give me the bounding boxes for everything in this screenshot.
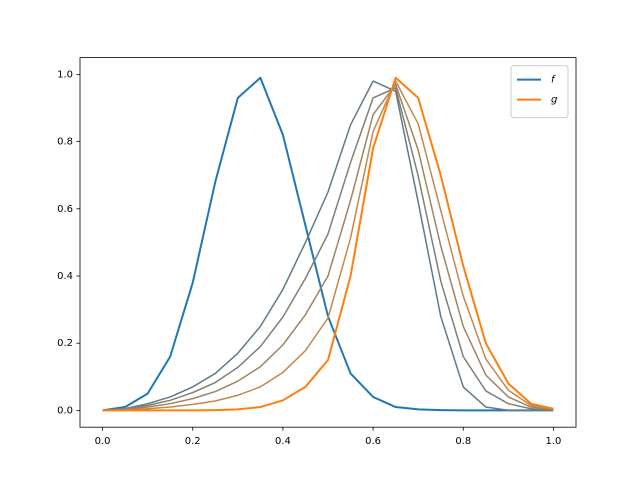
series-line (102, 76, 554, 412)
series-line (102, 83, 554, 412)
legend-label: f (551, 75, 556, 86)
y-tick-label: 0.2 (57, 338, 73, 349)
x-tick-label: 0.6 (365, 436, 381, 447)
y-tick-label: 0.0 (57, 405, 73, 416)
series-line (102, 80, 554, 412)
y-tick-label: 0.8 (57, 137, 73, 148)
x-tick-label: 0.8 (455, 436, 471, 447)
x-tick-label: 0.4 (275, 436, 291, 447)
plot-frame (79, 57, 577, 428)
x-tick-label: 0.0 (95, 436, 111, 447)
series-line (102, 80, 554, 412)
x-tick-label: 1.0 (546, 436, 562, 447)
legend-label: g (551, 95, 557, 106)
series-line (102, 87, 554, 412)
x-tick-label: 0.2 (185, 436, 201, 447)
y-tick-label: 0.4 (57, 271, 73, 282)
y-tick-label: 0.6 (57, 204, 73, 215)
legend-box (510, 65, 569, 119)
y-tick-label: 1.0 (57, 69, 73, 80)
